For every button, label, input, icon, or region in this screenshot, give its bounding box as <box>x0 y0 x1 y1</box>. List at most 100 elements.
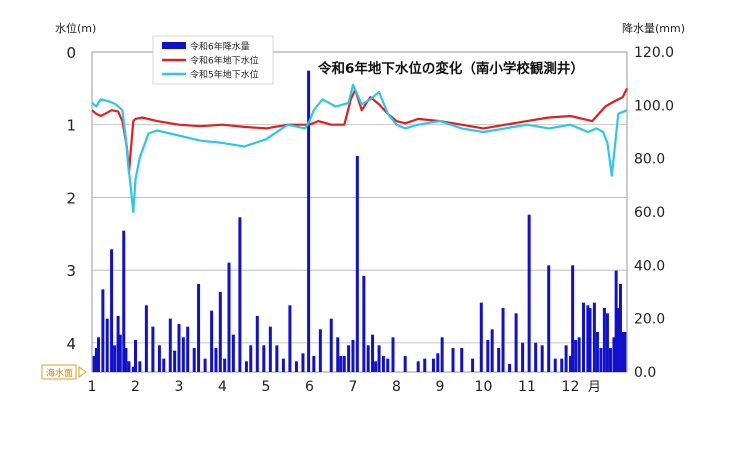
x-axis-unit: 月 <box>588 380 601 395</box>
sea-level-label: 海水面 <box>46 367 73 379</box>
precipitation-bar <box>127 361 131 372</box>
precipitation-bar <box>312 356 316 372</box>
precipitation-bar <box>186 326 190 372</box>
x-tick-label: 8 <box>392 379 401 395</box>
precipitation-bar <box>294 361 298 372</box>
legend-label: 令和6年地下水位 <box>190 55 259 67</box>
precipitation-bar <box>595 332 599 372</box>
precipitation-bar <box>386 358 390 372</box>
precipitation-bar <box>431 358 435 372</box>
precipitation-bar <box>423 358 427 372</box>
precipitation-bar <box>116 316 120 372</box>
precipitation-bar <box>301 353 305 372</box>
precipitation-bar <box>479 302 483 372</box>
precipitation-bar <box>151 326 155 372</box>
right-tick-label: 80.0 <box>634 152 665 168</box>
precipitation-bar <box>329 318 333 372</box>
x-tick-label: 4 <box>218 379 227 395</box>
precipitation-bar <box>105 318 109 372</box>
left-tick-label: 2 <box>66 189 76 207</box>
precipitation-bar <box>616 308 620 372</box>
left-tick-label: 4 <box>66 335 76 353</box>
precipitation-bar <box>571 265 575 372</box>
precipitation-bar <box>553 358 557 372</box>
precipitation-bar <box>605 313 609 372</box>
precipitation-bars <box>92 70 627 373</box>
precipitation-bar <box>214 348 218 372</box>
precipitation-bar <box>574 340 578 372</box>
precipitation-bar <box>592 302 596 372</box>
precipitation-bar <box>281 358 285 372</box>
precipitation-bar <box>490 329 494 372</box>
precipitation-bar <box>307 70 311 373</box>
precipitation-bar <box>94 348 98 372</box>
precipitation-bar <box>144 305 148 372</box>
precipitation-bar <box>210 310 214 372</box>
precipitation-bar <box>486 340 490 372</box>
precipitation-bar <box>355 156 359 372</box>
precipitation-bar <box>122 230 126 372</box>
precipitation-bar <box>249 345 253 372</box>
precipitation-bar <box>255 316 259 372</box>
precipitation-bar <box>564 345 568 372</box>
x-tick-label: 12 <box>562 379 580 395</box>
precipitation-bar <box>162 358 166 372</box>
precipitation-bar <box>231 334 235 372</box>
precipitation-bar <box>508 364 512 372</box>
precipitation-bar <box>540 345 544 372</box>
precipitation-bar <box>336 337 340 372</box>
x-tick-label: 10 <box>475 379 493 395</box>
x-tick-label: 3 <box>175 379 184 395</box>
water-level-lines <box>91 83 628 214</box>
precipitation-bar <box>192 348 196 372</box>
precipitation-bar <box>608 348 612 372</box>
x-tick-label: 2 <box>131 379 140 395</box>
precipitation-bar <box>268 326 272 372</box>
precipitation-bar <box>377 345 381 372</box>
precipitation-bar <box>113 345 117 372</box>
left-tick-label: 1 <box>66 117 76 135</box>
precipitation-bar <box>168 318 172 372</box>
chart-title: 令和6年地下水位の変化（南小学校観測井） <box>317 60 584 77</box>
right-axis-label: 降水量(mm) <box>622 21 685 35</box>
right-tick-label: 120.0 <box>634 45 674 61</box>
precipitation-bar <box>157 345 161 372</box>
sea-level-box <box>41 364 77 380</box>
precipitation-bar <box>351 340 355 372</box>
precipitation-bar <box>177 324 181 372</box>
precipitation-bar <box>588 308 592 372</box>
left-tick-label: 0 <box>66 44 76 62</box>
precipitation-bar <box>614 270 618 372</box>
precipitation-bar <box>131 366 135 372</box>
sea-level-arrow-icon <box>78 366 87 378</box>
precipitation-bar <box>238 217 242 372</box>
precipitation-bar <box>602 308 606 372</box>
precipitation-bar <box>460 348 464 372</box>
precipitation-bar <box>416 361 420 372</box>
precipitation-bar <box>118 334 122 372</box>
precipitation-bar <box>436 353 440 372</box>
precipitation-bar <box>197 284 201 372</box>
precipitation-bar <box>101 289 105 372</box>
precipitation-bar <box>568 356 572 372</box>
precipitation-bar <box>381 356 385 372</box>
right-tick-label: 100.0 <box>634 98 674 114</box>
precipitation-bar <box>560 358 564 372</box>
precipitation-bar <box>110 249 114 372</box>
precipitation-bar <box>527 214 531 372</box>
right-tick-label: 20.0 <box>634 312 665 328</box>
legend-label: 令和5年地下水位 <box>190 69 259 81</box>
precipitation-bar <box>623 332 627 372</box>
precipitation-bar <box>97 337 101 372</box>
precipitation-bar <box>534 342 538 372</box>
precipitation-bar <box>347 345 351 372</box>
precipitation-bar <box>391 337 395 372</box>
x-tick-label: 9 <box>436 379 445 395</box>
x-tick-label: 11 <box>518 379 536 395</box>
precipitation-bar <box>342 356 346 372</box>
precipitation-bar <box>138 361 142 372</box>
x-tick-label: 6 <box>305 379 314 395</box>
